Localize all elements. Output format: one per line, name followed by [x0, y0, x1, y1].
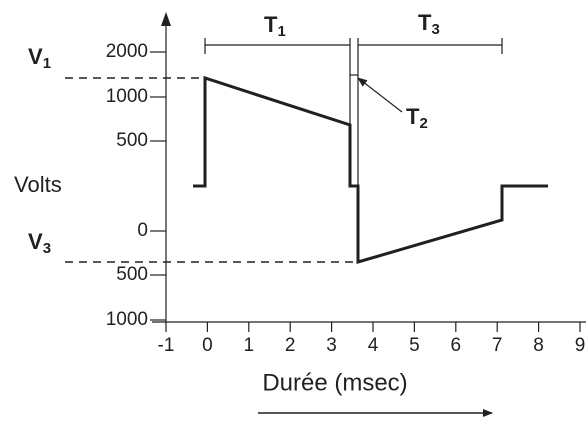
y-tick-label: 2000	[106, 41, 148, 62]
t2-label: T2	[406, 104, 428, 132]
y-axis-label: Volts	[14, 172, 62, 197]
x-tick-label: 2	[285, 335, 296, 356]
x-tick-label: 0	[202, 335, 213, 356]
x-tick-label: 3	[326, 335, 337, 356]
x-ticks: -1 0 1 2 3 4 5 6 7 8 9	[158, 322, 586, 356]
t1-label: T1	[264, 12, 286, 40]
y-tick-label: 500	[116, 130, 148, 151]
x-tick-label: 6	[451, 335, 462, 356]
y-tick-label: 1000	[106, 86, 148, 107]
y-tick-label: 500	[116, 264, 148, 285]
y-arrow	[161, 12, 171, 26]
t3-label: T3	[418, 10, 440, 38]
y-tick-label: 0	[137, 220, 148, 241]
v3-label: V3	[28, 229, 51, 257]
x-tick-label: 9	[575, 335, 586, 356]
x-tick-label: -1	[158, 335, 175, 356]
v1-label: V1	[28, 44, 51, 72]
x-tick-label: 5	[409, 335, 420, 356]
x-tick-label: 4	[368, 335, 379, 356]
x-tick-label: 7	[492, 335, 503, 356]
x-tick-label: 1	[244, 335, 255, 356]
waveform	[193, 75, 548, 264]
x-tick-label: 8	[533, 335, 544, 356]
t2-arrow	[357, 77, 403, 113]
y-ticks: 2000 1000 500 0 500 1000	[106, 41, 166, 330]
x-axis-label: Durée (msec)	[262, 369, 407, 396]
y-tick-label: 1000	[106, 309, 148, 330]
